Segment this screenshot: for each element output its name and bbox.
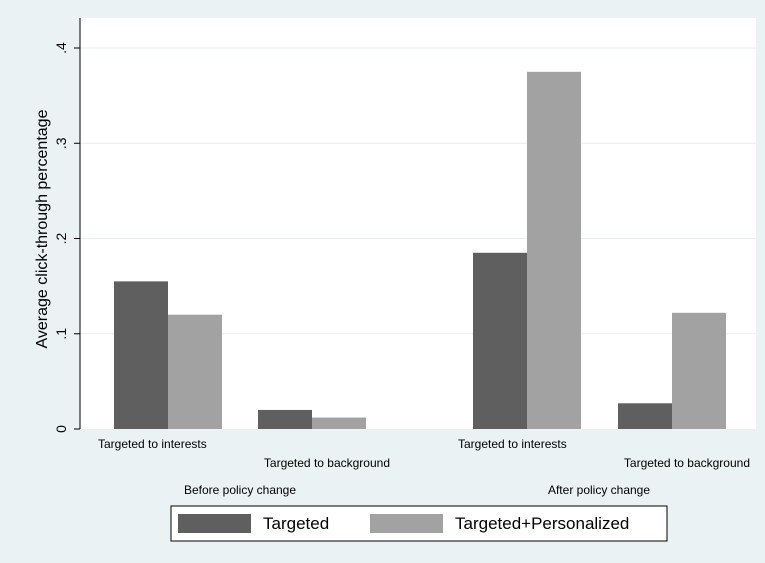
bar-targeted — [114, 281, 168, 429]
y-tick-label: 0 — [53, 425, 69, 433]
bar-targeted-personalized — [672, 312, 726, 429]
bar-targeted — [618, 403, 672, 429]
category-label: Targeted to interests — [458, 437, 567, 451]
group-label: After policy change — [548, 483, 650, 497]
legend-swatch-targeted-personalized — [370, 514, 443, 533]
bar-targeted-personalized — [312, 417, 366, 429]
y-tick-label: .1 — [53, 328, 69, 340]
bar-targeted-personalized — [527, 71, 581, 429]
bar-targeted-personalized — [168, 314, 222, 429]
category-label: Targeted to background — [624, 456, 750, 470]
y-tick-label: .4 — [53, 42, 69, 54]
legend-label-targeted: Targeted — [263, 514, 329, 533]
y-tick-label: .2 — [53, 232, 69, 244]
legend: Targeted Targeted+Personalized — [170, 505, 668, 542]
group-label: Before policy change — [184, 483, 296, 497]
legend-label-targeted-personalized: Targeted+Personalized — [455, 514, 629, 533]
bars — [114, 71, 726, 429]
category-label: Targeted to interests — [98, 437, 207, 451]
category-label: Targeted to background — [264, 456, 390, 470]
bar-targeted — [258, 409, 312, 429]
category-labels: Targeted to interests Targeted to backgro… — [98, 437, 750, 497]
y-tick-label: .3 — [53, 137, 69, 149]
bar-targeted — [473, 252, 527, 429]
y-axis-title: Average click-through percentage — [34, 109, 51, 348]
y-axis-ticks: 0 .1 .2 .3 .4 — [53, 42, 80, 433]
legend-swatch-targeted — [178, 514, 251, 533]
